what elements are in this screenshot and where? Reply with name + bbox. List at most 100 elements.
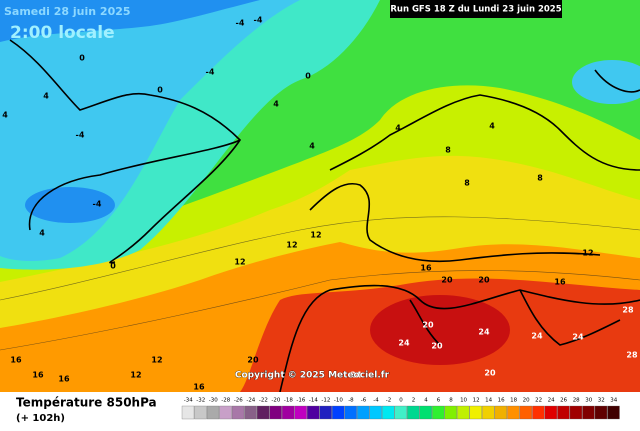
contour-label: 4 [273,100,279,109]
contour-label: 28 [626,351,638,360]
coastline [329,94,640,171]
contour-label: 24 [350,371,362,380]
colorbar-swatch [382,405,395,420]
legend-title: Température 850hPa [16,396,157,410]
contour-line [0,216,640,301]
colorbar-swatch [407,405,420,420]
contour-label: -4 [206,68,215,77]
contour-label: 24 [478,328,490,337]
coastline [519,289,621,346]
contour-label: 8 [537,174,543,183]
contour-label: -4 [236,19,245,28]
contour-label: 12 [151,356,162,365]
contour-label: 4 [489,122,495,131]
contour-label: 0 [79,54,85,63]
contour-label: 24 [398,339,410,348]
colorbar-swatch [344,405,357,420]
contour-label: 12 [286,241,297,250]
colorbar-label: -32 [196,398,205,404]
colorbar-label: 28 [573,398,580,404]
contour-label: 12 [234,258,245,267]
contour-label: 12 [130,371,141,380]
colorbar-label: 4 [424,398,428,404]
colorbar: -34 -32 -30 -28 -26 -24 -22 -20 -18 -16 -14 -12 -10-… [181,398,620,420]
colorbar-swatch [419,405,432,420]
contour-label: 28 [622,306,634,315]
zone-darkred [370,295,510,365]
colorbar-label: 14 [485,398,492,404]
contour-label: 0 [110,262,116,271]
colorbar-swatch [607,405,620,420]
colorbar-swatch [269,405,282,420]
colorbar-swatch [181,405,195,420]
contour-label: 12 [582,249,593,258]
contour-labels: -4 -4 0 4 -4 0 -4 4 0 4 -4 4 4 0 4 4 8 8… [2,16,638,392]
colorbar-swatch [369,405,382,420]
colorbar-label: -28 [221,398,230,404]
colorbar-label: 24 [548,398,555,404]
contour-label: 20 [441,276,453,285]
contour-label: 16 [58,375,70,384]
colorbar-swatch [594,405,608,420]
contour-label: 20 [484,369,496,378]
colorbar-label: 22 [535,398,542,404]
contour-label: 16 [10,356,22,365]
colorbar-label: -26 [234,398,243,404]
colorbar-label: -10 [334,398,343,404]
colorbar-label: 16 [498,398,505,404]
contour-label: 0 [305,72,311,81]
colorbar-swatch [219,405,232,420]
contour-label: 4 [43,92,49,101]
colorbar-label: -4 [373,398,379,404]
colorbar-swatch [494,405,508,420]
colorbar-swatch [569,405,583,420]
colorbar-swatch [294,405,307,420]
contour-label: 16 [420,264,432,273]
colorbar-swatch [206,405,220,420]
colorbar-swatch [231,405,245,420]
colorbar-swatch [319,405,332,420]
copyright: Copyright © 2025 Meteociel.fr [235,371,390,381]
colorbar-label: 10 [460,398,467,404]
coastline [309,183,601,263]
colorbar-label: 18 [510,398,517,404]
colorbar-swatch [469,405,482,420]
colorbar-label: -14 [309,398,318,404]
coastline [594,69,640,93]
zone-blue [0,0,260,42]
contour-label: 4 [39,229,45,238]
coastline [9,39,242,264]
contour-label: 24 [531,332,543,341]
contour-label: 8 [464,179,470,188]
contour-label: 0 [157,86,163,95]
colorbar-swatch [332,405,345,420]
colorbar-label: 30 [585,398,592,404]
colorbar-label: 12 [473,398,480,404]
colorbar-swatch [306,405,320,420]
colorbar-swatch [482,405,495,420]
contour-label: 16 [32,371,44,380]
contour-label: 4 [2,111,8,120]
colorbar-label: -6 [361,398,367,404]
contour-label: 16 [554,278,566,287]
colorbar-swatch [394,405,407,420]
colorbar-label: 32 [598,398,605,404]
colorbar-swatch [532,405,545,420]
colorbar-label: -30 [209,398,218,404]
contour-label: 20 [422,321,434,330]
colorbar-label: -22 [259,398,268,404]
zone-blue [25,187,115,223]
coastline [409,299,441,346]
contour-label: 4 [395,124,401,133]
colorbar-label: -2 [386,398,391,404]
colorbar-swatch [557,405,570,420]
run-info: Run GFS 18 Z du Lundi 23 juin 2025 [390,5,561,15]
colorbar-label: -24 [246,398,255,404]
colorbar-swatch [519,405,533,420]
colorbar-label: 20 [523,398,530,404]
colorbar-label: -12 [321,398,330,404]
colorbar-label: -8 [348,398,354,404]
colorbar-label: 8 [449,398,453,404]
colorbar-swatch [457,405,470,420]
